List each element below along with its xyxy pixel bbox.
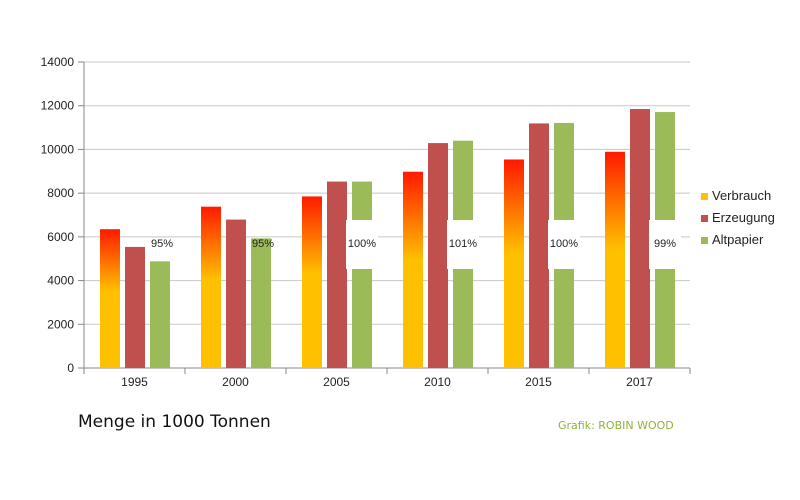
- x-axis-ticks: 1995 2000 2005 2010 2015 2017: [121, 375, 653, 389]
- data-label-background: [346, 220, 378, 269]
- y-tick-label: 8000: [47, 186, 74, 200]
- x-tick-label: 1995: [121, 375, 148, 389]
- bar-verbrauch-2010: [403, 171, 423, 368]
- y-tick-label: 12000: [41, 99, 75, 113]
- bar-verbrauch-1995: [100, 229, 120, 368]
- y-tick-label: 0: [67, 361, 74, 375]
- legend-label-verbrauch: Verbrauch: [712, 188, 771, 203]
- data-label: 95%: [252, 238, 274, 250]
- data-label: 100%: [550, 238, 578, 250]
- bar-verbrauch-2000: [201, 206, 221, 368]
- bar-verbrauch-2005: [302, 196, 322, 368]
- credit-text: Grafik: ROBIN WOOD: [558, 419, 674, 432]
- bar-verbrauch-2015: [504, 159, 524, 368]
- bar-erzeugung-2017: [630, 108, 650, 368]
- y-axis-ticks: 0 2000 4000 6000 8000 10000 12000 14000: [41, 55, 75, 375]
- bar-erzeugung-2010: [428, 143, 448, 368]
- x-tick-label: 2015: [525, 375, 552, 389]
- y-tick-label: 2000: [47, 317, 74, 331]
- y-tick-label: 4000: [47, 274, 74, 288]
- y-tick-label: 10000: [41, 142, 75, 156]
- data-label: 95%: [151, 238, 173, 250]
- data-label: 100%: [348, 238, 376, 250]
- legend: Verbrauch Erzeugung Altpapier: [701, 188, 775, 247]
- bars: [100, 108, 675, 368]
- legend-swatch-erzeugung: [701, 215, 708, 222]
- x-tick-label: 2010: [424, 375, 451, 389]
- data-label: 99%: [654, 238, 676, 250]
- bar-altpapier-2005: [352, 181, 372, 368]
- x-tick-label: 2000: [222, 375, 249, 389]
- gridlines: [78, 61, 691, 374]
- bar-erzeugung-2005: [327, 181, 347, 368]
- data-label-background: [447, 220, 479, 269]
- bar-erzeugung-2015: [529, 123, 549, 368]
- data-label-background: [548, 220, 580, 269]
- bar-erzeugung-1995: [125, 246, 145, 368]
- legend-swatch-verbrauch: [701, 193, 708, 200]
- data-label: 101%: [449, 238, 477, 250]
- x-tick-label: 2005: [323, 375, 350, 389]
- chart-caption: Menge in 1000 Tonnen: [78, 412, 271, 432]
- y-tick-label: 6000: [47, 230, 74, 244]
- y-tick-label: 14000: [41, 55, 75, 69]
- data-label-background: [649, 220, 681, 269]
- legend-label-altpapier: Altpapier: [712, 232, 764, 247]
- legend-label-erzeugung: Erzeugung: [712, 210, 775, 225]
- bar-verbrauch-2017: [605, 151, 625, 368]
- bar-altpapier-2000: [251, 238, 271, 368]
- bar-erzeugung-2000: [226, 219, 246, 368]
- x-tick-label: 2017: [626, 375, 653, 389]
- legend-swatch-altpapier: [701, 237, 708, 244]
- data-labels: 95% 95% 100% 101% 100% 99%: [151, 220, 681, 269]
- bar-altpapier-1995: [150, 261, 170, 368]
